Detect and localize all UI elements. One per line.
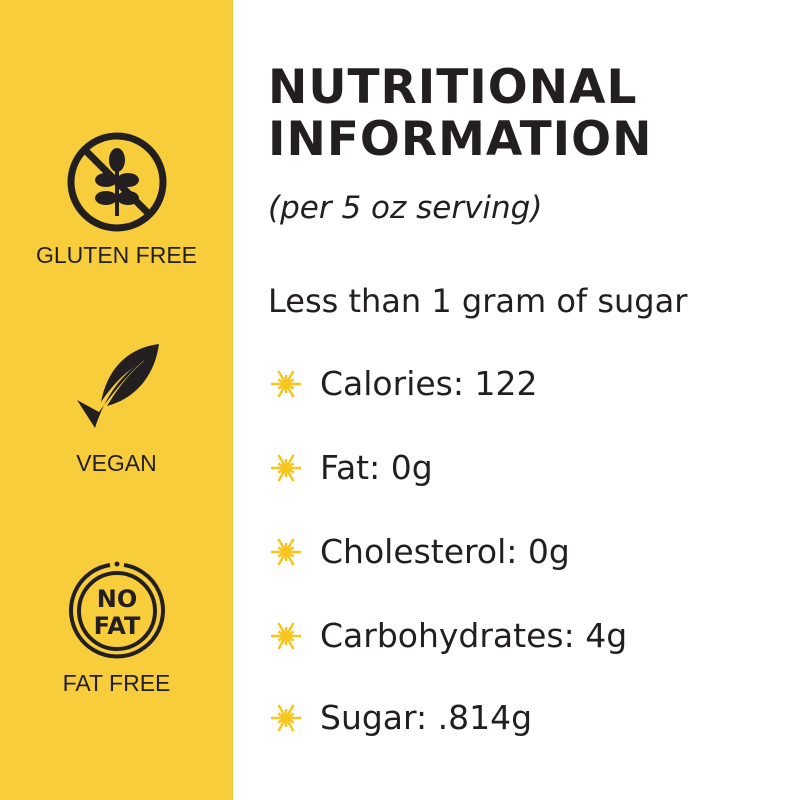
title-line-2: INFORMATION [268, 112, 653, 167]
vegan-label: VEGAN [76, 450, 157, 476]
star-bullet-icon [271, 703, 301, 732]
gluten-free-icon [67, 132, 166, 232]
left-panel: GLUTEN FREE VEGAN NO FAT FAT FREE [0, 0, 233, 800]
vegan-leaf-check-icon [76, 344, 159, 428]
star-bullet-icon [271, 369, 301, 398]
nutrition-item-text: Calories: 122 [320, 364, 538, 403]
no-fat-icon-text-fat: FAT [93, 612, 140, 640]
gluten-free-badge: GLUTEN FREE [0, 130, 233, 269]
fat-free-badge: NO FAT FAT FREE [0, 558, 233, 697]
nutrition-item-text: Fat: 0g [320, 448, 433, 487]
nutrition-list-item: Carbohydrates: 4g [270, 616, 627, 655]
nutrition-item-text: Sugar: .814g [320, 698, 533, 737]
nutrition-item-text: Cholesterol: 0g [320, 532, 570, 571]
nutrition-list-item: Sugar: .814g [270, 698, 532, 737]
nutrition-list-item: Calories: 122 [270, 364, 537, 403]
title-line-1: NUTRITIONAL [268, 60, 638, 115]
sugar-lead-text: Less than 1 gram of sugar [268, 282, 688, 320]
serving-subtitle: (per 5 oz serving) [268, 190, 543, 226]
no-fat-icon: NO FAT [68, 561, 165, 659]
vegan-badge: VEGAN [0, 340, 233, 477]
nutrition-list-item: Fat: 0g [270, 448, 433, 487]
star-bullet-icon [271, 621, 301, 650]
star-bullet-icon [271, 453, 301, 482]
nutrition-list-item: Cholesterol: 0g [270, 532, 570, 571]
fat-free-label: FAT FREE [62, 670, 171, 696]
gluten-free-label: GLUTEN FREE [35, 242, 198, 268]
nutrition-item-text: Carbohydrates: 4g [320, 616, 628, 655]
page-title: NUTRITIONAL INFORMATION [268, 62, 652, 166]
star-bullet-icon [271, 537, 301, 566]
no-fat-icon-text-no: NO [96, 585, 137, 613]
